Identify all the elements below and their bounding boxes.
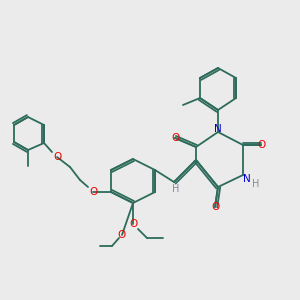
Text: O: O	[171, 133, 179, 143]
Text: H: H	[252, 179, 260, 189]
Text: O: O	[257, 140, 265, 150]
Text: O: O	[89, 187, 97, 197]
Text: O: O	[118, 230, 126, 240]
Text: O: O	[211, 202, 219, 212]
Text: O: O	[53, 152, 61, 162]
Text: N: N	[214, 124, 222, 134]
Text: N: N	[243, 174, 251, 184]
Text: H: H	[172, 184, 180, 194]
Text: O: O	[129, 219, 137, 229]
